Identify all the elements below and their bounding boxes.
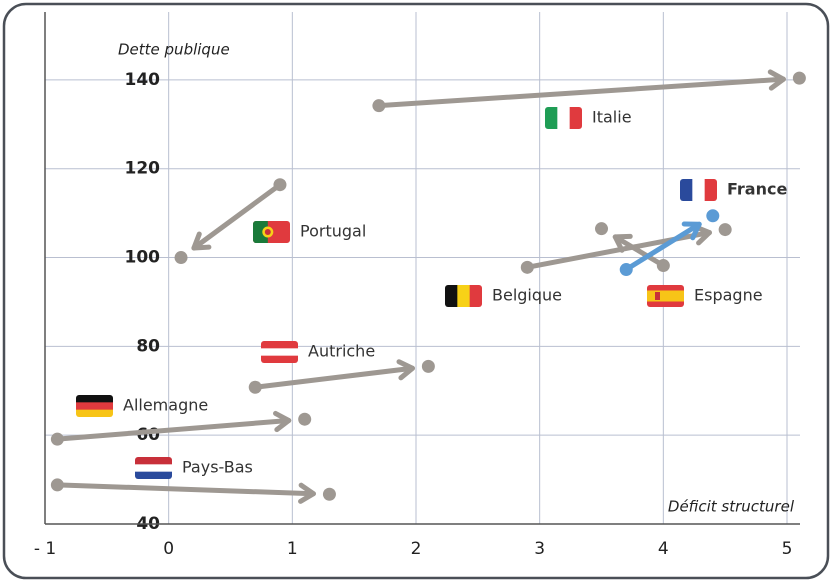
series-label: Autriche — [308, 342, 375, 361]
y-tick-label: 140 — [125, 70, 161, 90]
flag-stripe — [261, 341, 298, 349]
flag — [647, 285, 684, 307]
arrow-line — [54, 417, 292, 442]
arrow-line — [252, 365, 415, 390]
arrow-head — [681, 221, 702, 241]
flag-body — [680, 179, 717, 201]
point — [50, 432, 64, 446]
flag-stripe — [569, 107, 582, 129]
x-axis-label: Déficit structurel — [668, 498, 795, 516]
series-label: Italie — [592, 108, 632, 127]
flag-stripe — [253, 221, 268, 243]
series-label: Portugal — [300, 222, 366, 241]
point — [174, 251, 188, 265]
point — [322, 487, 336, 501]
x-tick-label: 2 — [411, 539, 422, 559]
arrow-line — [54, 482, 316, 497]
flag-stripe — [557, 107, 571, 129]
flag-emblem — [655, 292, 660, 300]
y-axis-label: Dette publique — [118, 41, 230, 59]
arrow-line — [612, 234, 666, 269]
y-tick-label: 60 — [136, 425, 160, 445]
point — [792, 71, 806, 85]
arrow-line — [376, 76, 786, 109]
x-tick-label: 3 — [534, 539, 545, 559]
flag-body — [545, 107, 582, 129]
flag-stripe — [76, 402, 113, 411]
flag — [680, 179, 717, 201]
y-tick-label: 100 — [125, 248, 161, 268]
flag-stripe — [469, 285, 482, 307]
series-label: Espagne — [694, 286, 763, 305]
flag-stripe — [261, 348, 298, 357]
flag-stripe — [135, 457, 172, 465]
flag-body — [647, 285, 684, 307]
point — [50, 478, 64, 492]
flag-stripe — [545, 107, 558, 129]
point — [706, 209, 720, 223]
point — [372, 99, 386, 113]
point — [656, 259, 670, 273]
flag — [545, 107, 582, 129]
point — [595, 222, 608, 236]
flag — [261, 341, 298, 363]
flag-stripe — [76, 409, 113, 417]
series-label: Pays-Bas — [182, 458, 253, 477]
flag — [253, 221, 290, 243]
x-tick-label: - 1 — [34, 539, 56, 559]
series-label: Belgique — [492, 286, 562, 305]
flag-stripe — [704, 179, 717, 201]
flag-body — [445, 285, 482, 307]
point — [718, 223, 732, 237]
arrow-line — [623, 221, 702, 273]
flag-stripe — [261, 355, 298, 363]
x-tick-label: 5 — [782, 539, 793, 559]
x-tick-label: 4 — [658, 539, 669, 559]
series-label: Allemagne — [123, 396, 208, 415]
flag-stripe — [457, 285, 471, 307]
arrow-head — [612, 233, 633, 253]
arrow-head — [273, 410, 292, 433]
series-label: France — [727, 180, 787, 199]
point — [248, 380, 262, 394]
flag — [135, 457, 172, 479]
flag-stripe — [445, 285, 458, 307]
point — [421, 359, 435, 373]
flag-stripe — [76, 395, 113, 403]
y-tick-label: 80 — [136, 336, 160, 356]
point — [520, 260, 534, 274]
flag-stripe — [647, 290, 684, 302]
flag-stripe — [135, 464, 172, 473]
flag-body — [261, 341, 298, 363]
arrow-head — [191, 231, 212, 251]
arrow-head — [767, 69, 786, 91]
x-tick-label: 0 — [163, 539, 174, 559]
flag — [76, 395, 113, 417]
arrow-line — [191, 182, 283, 251]
arrow-head — [396, 359, 415, 381]
point — [619, 263, 633, 277]
arrow-head — [298, 482, 316, 504]
flag-body — [76, 395, 113, 417]
marks: Italie Portugal Belgique Espagne France Autri… — [50, 69, 806, 504]
flag-stripe — [692, 179, 706, 201]
flag-stripe — [680, 179, 693, 201]
flag-emblem — [264, 229, 271, 235]
flag-body — [135, 457, 172, 479]
flag — [445, 285, 482, 307]
point — [273, 178, 287, 192]
y-tick-label: 120 — [125, 159, 161, 179]
flag-body — [253, 221, 290, 243]
x-tick-label: 1 — [287, 539, 298, 559]
arrow-head — [693, 224, 712, 246]
point — [298, 412, 312, 426]
flag-stripe — [135, 471, 172, 479]
